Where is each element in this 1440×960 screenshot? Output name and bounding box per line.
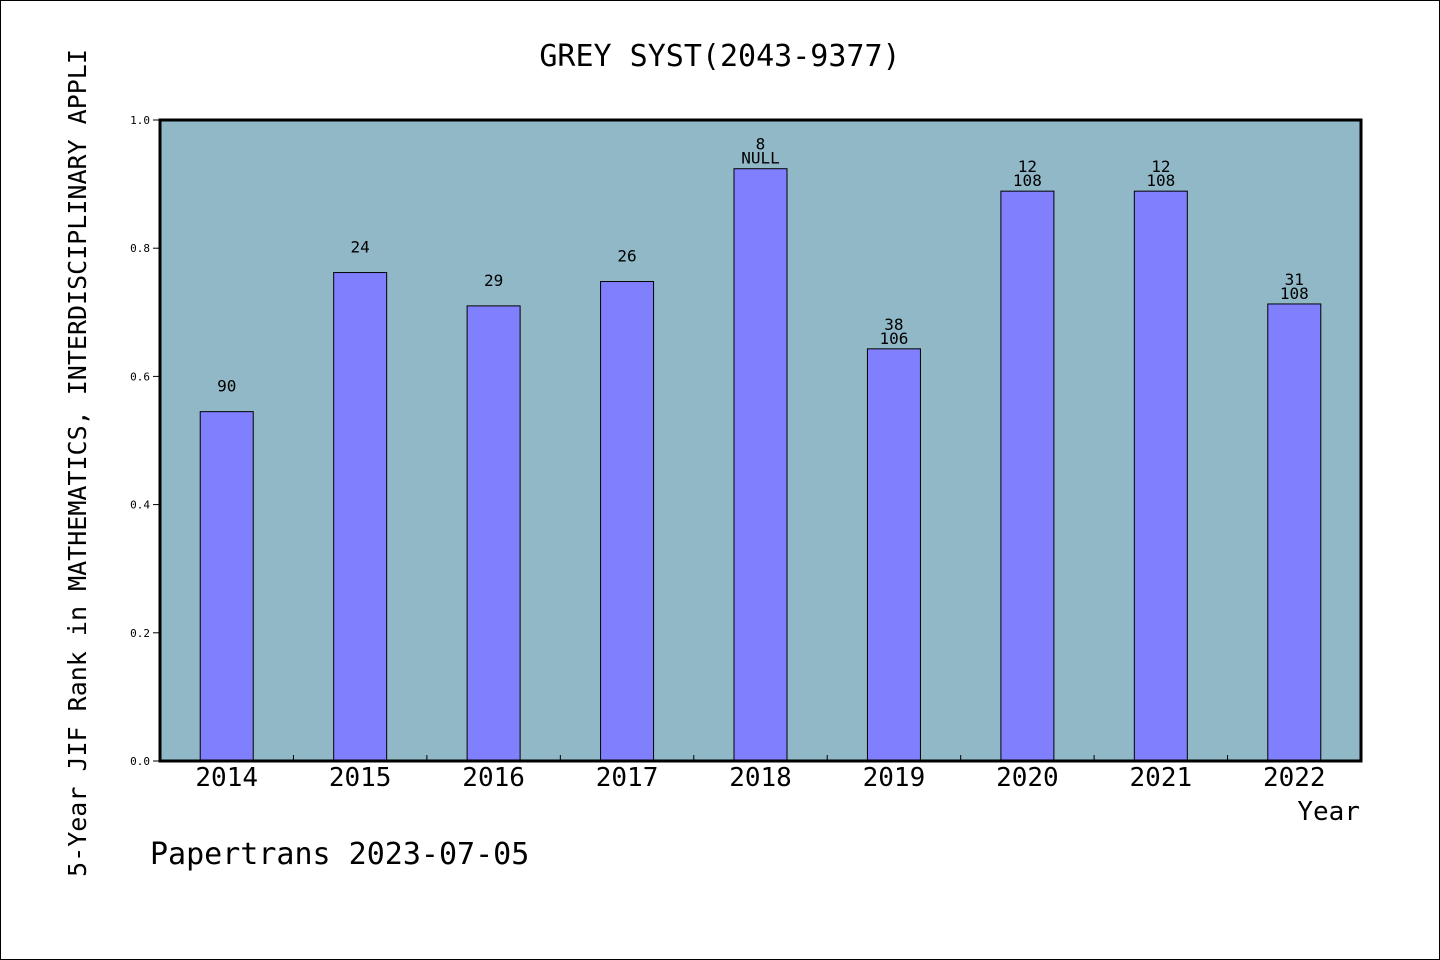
data-label: 38 xyxy=(884,315,903,334)
bar-2021 xyxy=(1133,190,1188,762)
bar-2022 xyxy=(1267,303,1322,762)
data-label: 12 xyxy=(1151,157,1170,176)
y-tick-label: 0.0 xyxy=(130,755,150,768)
data-label-secondary: 108 xyxy=(1013,171,1042,190)
data-label-secondary: NULL xyxy=(741,149,780,168)
data-label: 90 xyxy=(217,377,236,396)
data-label: 31 xyxy=(1285,270,1304,289)
bars xyxy=(199,168,1322,762)
x-tick-label: 2021 xyxy=(1130,763,1193,793)
x-axis-label: Year xyxy=(1297,797,1360,827)
x-tick-label: 2019 xyxy=(863,763,926,793)
y-tick-label: 0.8 xyxy=(130,242,150,255)
bar-2020 xyxy=(1000,190,1055,762)
plot-frame xyxy=(158,118,1363,763)
data-label-secondary: 108 xyxy=(1146,171,1175,190)
x-tick-label: 2020 xyxy=(996,763,1059,793)
data-label: 24 xyxy=(351,238,370,257)
bar-2016 xyxy=(466,305,521,762)
data-label: 12 xyxy=(1018,157,1037,176)
bar-2019 xyxy=(866,348,921,762)
x-tick-label: 2015 xyxy=(329,763,392,793)
data-label: 8 xyxy=(756,135,766,154)
data-label: 26 xyxy=(617,247,636,266)
x-tick-label: 2022 xyxy=(1263,763,1326,793)
y-axis-label: 5-Year JIF Rank in MATHEMATICS, INTERDIS… xyxy=(63,49,92,877)
y-tick-label: 0.2 xyxy=(130,627,150,640)
bar-2017 xyxy=(600,281,655,762)
data-label-secondary: 108 xyxy=(1280,284,1309,303)
bar-2015 xyxy=(333,272,388,762)
bar-2014 xyxy=(199,411,254,762)
y-tick-label: 1.0 xyxy=(130,114,150,127)
data-label: 29 xyxy=(484,271,503,290)
footer-credit: Papertrans 2023-07-05 xyxy=(150,837,529,872)
x-tick-label: 2014 xyxy=(195,763,258,793)
x-tick-label: 2016 xyxy=(462,763,525,793)
x-tick-label: 2017 xyxy=(596,763,659,793)
x-axis: 2014 2015 2016 2017 2018 2019 2020 2021 2022 xyxy=(195,755,1326,793)
data-label-secondary: 106 xyxy=(879,329,908,348)
y-axis: 0.0 0.2 0.4 0.6 0.8 1.0 xyxy=(130,114,160,768)
y-tick-label: 0.6 xyxy=(130,370,150,383)
x-tick-label: 2018 xyxy=(729,763,792,793)
chart-title: GREY SYST(2043-9377) xyxy=(539,39,900,74)
bar-2018 xyxy=(733,168,788,762)
y-tick-label: 0.4 xyxy=(130,499,150,512)
